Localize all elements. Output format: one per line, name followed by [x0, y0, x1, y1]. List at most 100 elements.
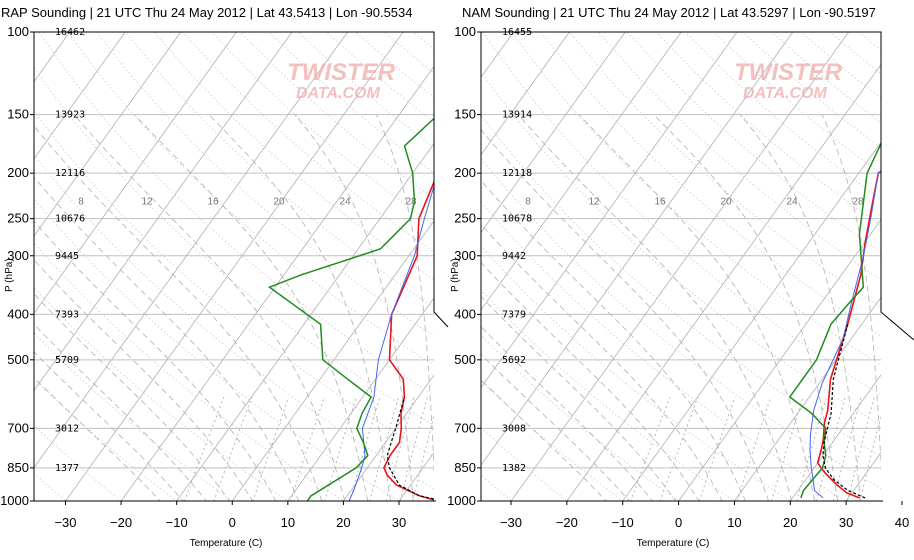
dewpoint-profile: [270, 32, 529, 501]
isotherm-line: [839, 32, 914, 511]
x-axis-label: Temperature (C): [637, 538, 710, 549]
y-tick-label: 500: [7, 352, 29, 367]
y-tick-label: 1000: [0, 493, 29, 508]
height-label: 10678: [502, 214, 532, 225]
x-tick-label: −20: [556, 515, 578, 530]
chart-title: RAP Sounding | 21 UTC Thu 24 May 2012 | …: [1, 5, 413, 20]
x-axis-label: Temperature (C): [190, 538, 263, 549]
moist-adiabat: [0, 115, 258, 511]
mixing-ratio-label: 12: [141, 196, 153, 207]
x-tick-label: −20: [110, 515, 132, 530]
dry-adiabat: [483, 32, 914, 511]
x-tick-label: 10: [727, 515, 741, 530]
mixing-ratio-line: [398, 397, 427, 511]
dry-adiabat: [627, 32, 914, 511]
mixing-ratio-label: 8: [525, 196, 531, 207]
dry-adiabat: [212, 32, 914, 511]
y-tick-label: 700: [454, 420, 476, 435]
y-tick-label: 100: [454, 24, 476, 39]
y-tick-label: 100: [7, 24, 29, 39]
y-tick-label: 850: [7, 460, 29, 475]
watermark-subtext: DATA.COM: [743, 85, 828, 102]
dry-adiabat: [10, 32, 584, 511]
y-tick-label: 150: [7, 107, 29, 122]
dry-adiabat: [772, 32, 914, 511]
dry-adiabat: [830, 32, 914, 511]
isotherm-line: [503, 32, 848, 511]
x-tick-label: 0: [229, 515, 236, 530]
height-label: 3012: [55, 423, 79, 434]
isotherm-line: [225, 32, 570, 511]
isotherm-line: [392, 32, 737, 511]
mixing-ratio-line: [211, 397, 252, 511]
isotherm-line: [0, 32, 292, 511]
mixing-ratio-line: [696, 397, 735, 511]
height-label: 16455: [502, 27, 532, 38]
dry-adiabat: [0, 32, 190, 511]
dry-adiabat: [743, 32, 914, 511]
height-label: 1382: [502, 463, 526, 474]
isotherm-line: [58, 32, 403, 511]
y-tick-label: 1000: [447, 493, 476, 508]
mixing-ratio-line: [250, 397, 289, 511]
dry-adiabat: [251, 32, 636, 511]
y-tick-label: 200: [454, 165, 476, 180]
dry-adiabat: [355, 32, 914, 511]
wetbulb-profile: [349, 32, 637, 501]
moist-adiabat: [0, 115, 281, 511]
mixing-ratio-line: [181, 397, 224, 511]
mixing-ratio-label: 16: [207, 196, 219, 207]
isotherm-line: [504, 32, 849, 511]
axes-frame: [481, 32, 914, 501]
isotherm-line: [0, 32, 125, 511]
moist-adiabat: [822, 115, 884, 511]
mixing-ratio-line: [627, 397, 670, 511]
dry-adiabat: [396, 32, 914, 511]
dry-adiabat: [154, 32, 866, 511]
isotherm-line: [448, 32, 793, 511]
moist-adiabat: [394, 115, 728, 511]
y-axis-label: P (hPa): [4, 258, 15, 292]
height-label: 3008: [502, 423, 526, 434]
x-tick-label: 30: [392, 515, 406, 530]
y-tick-label: 500: [454, 352, 476, 367]
mixing-ratio-line: [831, 397, 861, 511]
dry-adiabat: [125, 32, 810, 511]
x-tick-label: 30: [839, 515, 853, 530]
watermark-subtext: DATA.COM: [296, 85, 381, 102]
mixing-ratio-line: [367, 397, 399, 511]
mixing-ratio-line: [769, 397, 803, 511]
height-label: 13914: [502, 110, 532, 121]
x-tick-label: −30: [54, 515, 76, 530]
height-label: 12118: [502, 168, 532, 179]
y-tick-label: 250: [454, 211, 476, 226]
dry-adiabat: [269, 32, 914, 511]
watermark-text: TWISTER: [734, 59, 843, 86]
dry-adiabat: [425, 32, 914, 511]
dry-adiabat: [0, 32, 303, 511]
y-tick-label: 150: [454, 107, 476, 122]
y-tick-label: 400: [454, 306, 476, 321]
height-label: 7379: [502, 309, 526, 320]
dry-adiabat: [68, 32, 698, 511]
y-tick-label: 850: [454, 460, 476, 475]
height-label: 9442: [502, 251, 526, 262]
mixing-ratio-label: 28: [405, 196, 417, 207]
y-tick-label: 200: [7, 165, 29, 180]
moist-adiabat: [579, 115, 817, 511]
moist-adiabat: [74, 115, 347, 511]
dry-adiabat: [656, 32, 914, 511]
height-label: 9445: [55, 251, 79, 262]
height-label: 12116: [55, 168, 85, 179]
watermark-text: TWISTER: [287, 59, 396, 86]
mixing-ratio-label: 24: [339, 196, 351, 207]
isotherm-line: [113, 32, 458, 511]
y-tick-label: 250: [7, 211, 29, 226]
height-label: 10676: [55, 214, 85, 225]
chart-title: NAM Sounding | 21 UTC Thu 24 May 2012 | …: [462, 5, 876, 20]
dry-adiabat: [183, 32, 914, 511]
mixing-ratio-label: 16: [654, 196, 666, 207]
dry-adiabat: [0, 32, 134, 511]
dry-adiabat: [298, 32, 914, 511]
